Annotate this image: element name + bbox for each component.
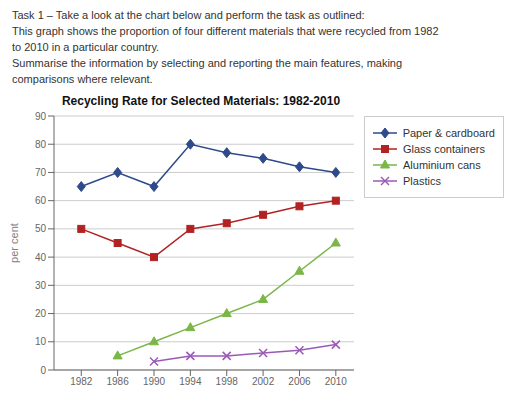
html-text:This graph shows the proportio: This graph shows the proportion of four … [12,25,439,37]
html-text:Summarise the information by s: Summarise the information by selecting a… [12,57,403,69]
svg-text:60: 60 [35,195,47,206]
svg-text:70: 70 [35,167,47,178]
svg-text:2006: 2006 [288,376,311,387]
svg-text:10: 10 [35,336,47,347]
html-text:Glass containers: Glass containers [403,143,485,155]
svg-text:30: 30 [35,280,47,291]
svg-text:1982: 1982 [70,376,93,387]
html-text:comparisons where relevant.: comparisons where relevant. [12,73,153,85]
html-text:Paper & cardboard: Paper & cardboard [402,127,495,139]
svg-text:per cent: per cent [8,223,20,263]
svg-text:1994: 1994 [179,376,202,387]
html-text:Aluminium cans: Aluminium cans [403,159,481,171]
html-text:Recycling Rate for Selected Ma: Recycling Rate for Selected Materials: 1… [61,94,341,108]
html-text:Plastics: Plastics [403,175,441,187]
svg-text:2002: 2002 [252,376,275,387]
svg-text:1990: 1990 [143,376,166,387]
svg-text:1998: 1998 [216,376,239,387]
html-text:to 2010 in a particular countr: to 2010 in a particular country. [12,41,160,53]
svg-text:40: 40 [35,252,47,263]
svg-text:1986: 1986 [107,376,130,387]
svg-text:20: 20 [35,308,47,319]
svg-text:90: 90 [35,111,47,122]
svg-text:2010: 2010 [325,376,348,387]
html-text:Task 1 – Take a look at the ch: Task 1 – Take a look at the chart below … [12,9,365,21]
svg-text:80: 80 [35,139,47,150]
svg-text:50: 50 [35,223,47,234]
svg-text:0: 0 [40,365,46,376]
